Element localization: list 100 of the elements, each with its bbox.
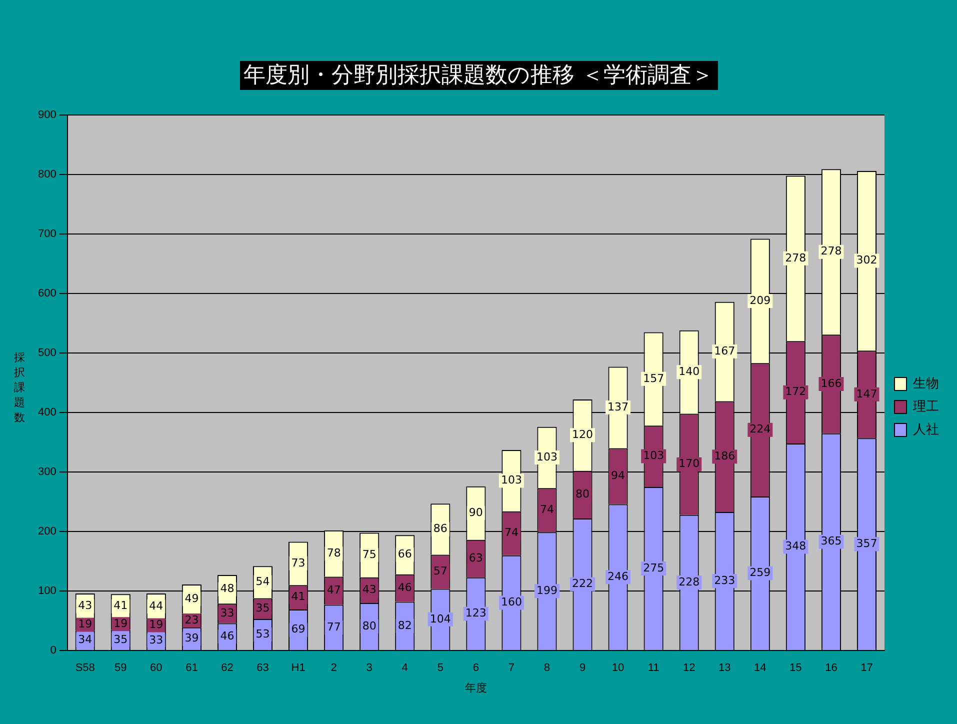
data-label: 63 xyxy=(468,552,483,565)
x-tick-label: 12 xyxy=(682,662,696,674)
data-label: 43 xyxy=(362,583,376,596)
data-label: 302 xyxy=(856,254,878,267)
data-label: 44 xyxy=(149,599,164,612)
y-tick-label: 400 xyxy=(38,406,56,419)
y-tick-label: 900 xyxy=(38,109,56,122)
data-label: 47 xyxy=(326,584,341,597)
x-tick-label: 13 xyxy=(718,662,731,674)
y-tick-label: 700 xyxy=(38,228,56,240)
data-label: 75 xyxy=(362,548,376,561)
data-label: 35 xyxy=(114,632,128,646)
data-label: 172 xyxy=(785,385,806,398)
data-label: 103 xyxy=(500,474,522,487)
data-label: 120 xyxy=(572,428,594,442)
x-tick-label: 14 xyxy=(754,662,766,674)
y-tick-label: 0 xyxy=(50,644,56,657)
data-label: 166 xyxy=(820,376,842,390)
data-label: 73 xyxy=(291,556,306,570)
data-label: 365 xyxy=(820,534,842,548)
data-label: 233 xyxy=(714,574,736,587)
y-tick-label: 600 xyxy=(38,288,56,300)
x-tick-label: 62 xyxy=(221,662,234,674)
data-label: 94 xyxy=(611,469,626,482)
data-label: 49 xyxy=(184,592,199,605)
data-label: 199 xyxy=(536,584,558,597)
legend-label: 理工 xyxy=(913,398,939,414)
data-label: 275 xyxy=(643,561,664,574)
data-label: 69 xyxy=(291,622,306,636)
x-tick-label: 59 xyxy=(114,662,127,674)
data-label: 170 xyxy=(678,457,700,470)
data-label: 103 xyxy=(536,450,558,464)
x-tick-label: 8 xyxy=(544,662,550,674)
data-label: 224 xyxy=(750,422,771,436)
data-label: 39 xyxy=(184,632,199,645)
y-tick-label: 300 xyxy=(38,466,56,478)
data-label: 77 xyxy=(326,620,341,634)
legend-label: 生物 xyxy=(913,376,939,391)
data-label: 259 xyxy=(750,566,771,580)
x-tick-label: 16 xyxy=(825,662,838,674)
y-tick-label: 100 xyxy=(38,585,56,598)
data-label: 82 xyxy=(398,618,412,632)
data-label: 66 xyxy=(398,548,412,561)
data-label: 54 xyxy=(256,575,270,588)
data-label: 160 xyxy=(500,596,522,609)
data-label: 140 xyxy=(678,364,700,378)
x-tick-label: 63 xyxy=(256,662,269,674)
x-tick-label: 17 xyxy=(860,662,873,674)
data-label: 357 xyxy=(856,536,878,550)
data-label: 278 xyxy=(820,244,842,258)
y-tick-label: 200 xyxy=(38,526,56,538)
x-axis-title: 年度 xyxy=(464,681,487,694)
x-tick-label: 11 xyxy=(648,662,660,674)
data-label: 103 xyxy=(643,449,664,462)
data-label: 33 xyxy=(149,633,164,646)
data-label: 86 xyxy=(433,522,448,536)
data-label: 46 xyxy=(398,580,412,594)
x-tick-label: 61 xyxy=(186,662,198,674)
data-label: 35 xyxy=(256,602,270,615)
data-label: 157 xyxy=(643,372,664,385)
data-label: 209 xyxy=(750,294,771,307)
data-label: 80 xyxy=(362,619,376,632)
x-tick-label: 9 xyxy=(579,662,586,674)
chart-title: 年度別・分野別採択課題数の推移 ＜学術調査＞ xyxy=(240,61,718,90)
x-tick-label: 60 xyxy=(150,662,162,674)
data-label: 278 xyxy=(785,251,806,264)
x-tick-label: 3 xyxy=(366,662,372,674)
data-label: 19 xyxy=(149,618,164,632)
data-label: 19 xyxy=(78,618,92,631)
data-label: 23 xyxy=(184,613,199,626)
data-label: 43 xyxy=(78,599,92,612)
x-tick-label: 7 xyxy=(508,662,515,674)
data-label: 41 xyxy=(291,590,306,604)
legend-label: 人社 xyxy=(913,422,939,437)
data-label: 228 xyxy=(678,575,700,588)
data-label: 167 xyxy=(714,344,736,358)
x-tick-label: H1 xyxy=(291,662,306,674)
data-label: 186 xyxy=(714,449,736,462)
data-label: 90 xyxy=(468,506,483,519)
x-tick-label: 10 xyxy=(612,662,624,674)
data-label: 41 xyxy=(114,599,128,612)
data-label: 46 xyxy=(220,630,234,643)
data-label: 246 xyxy=(608,570,629,584)
data-label: 137 xyxy=(608,400,629,414)
y-tick-label: 500 xyxy=(38,347,56,360)
y-axis-title: 採択課題数 xyxy=(14,350,26,425)
data-label: 34 xyxy=(78,633,92,646)
data-label: 19 xyxy=(114,616,128,630)
y-tick-label: 800 xyxy=(38,168,56,181)
data-label: 78 xyxy=(326,546,341,560)
x-tick-label: 15 xyxy=(790,662,802,674)
data-label: 53 xyxy=(256,627,270,640)
data-label: 123 xyxy=(465,606,486,620)
data-label: 57 xyxy=(433,564,448,578)
data-label: 48 xyxy=(220,582,234,596)
data-label: 348 xyxy=(785,540,806,553)
data-label: 74 xyxy=(504,526,518,540)
data-label: 104 xyxy=(430,612,451,626)
x-tick-label: 6 xyxy=(472,662,479,674)
x-tick-label: 2 xyxy=(330,662,337,674)
